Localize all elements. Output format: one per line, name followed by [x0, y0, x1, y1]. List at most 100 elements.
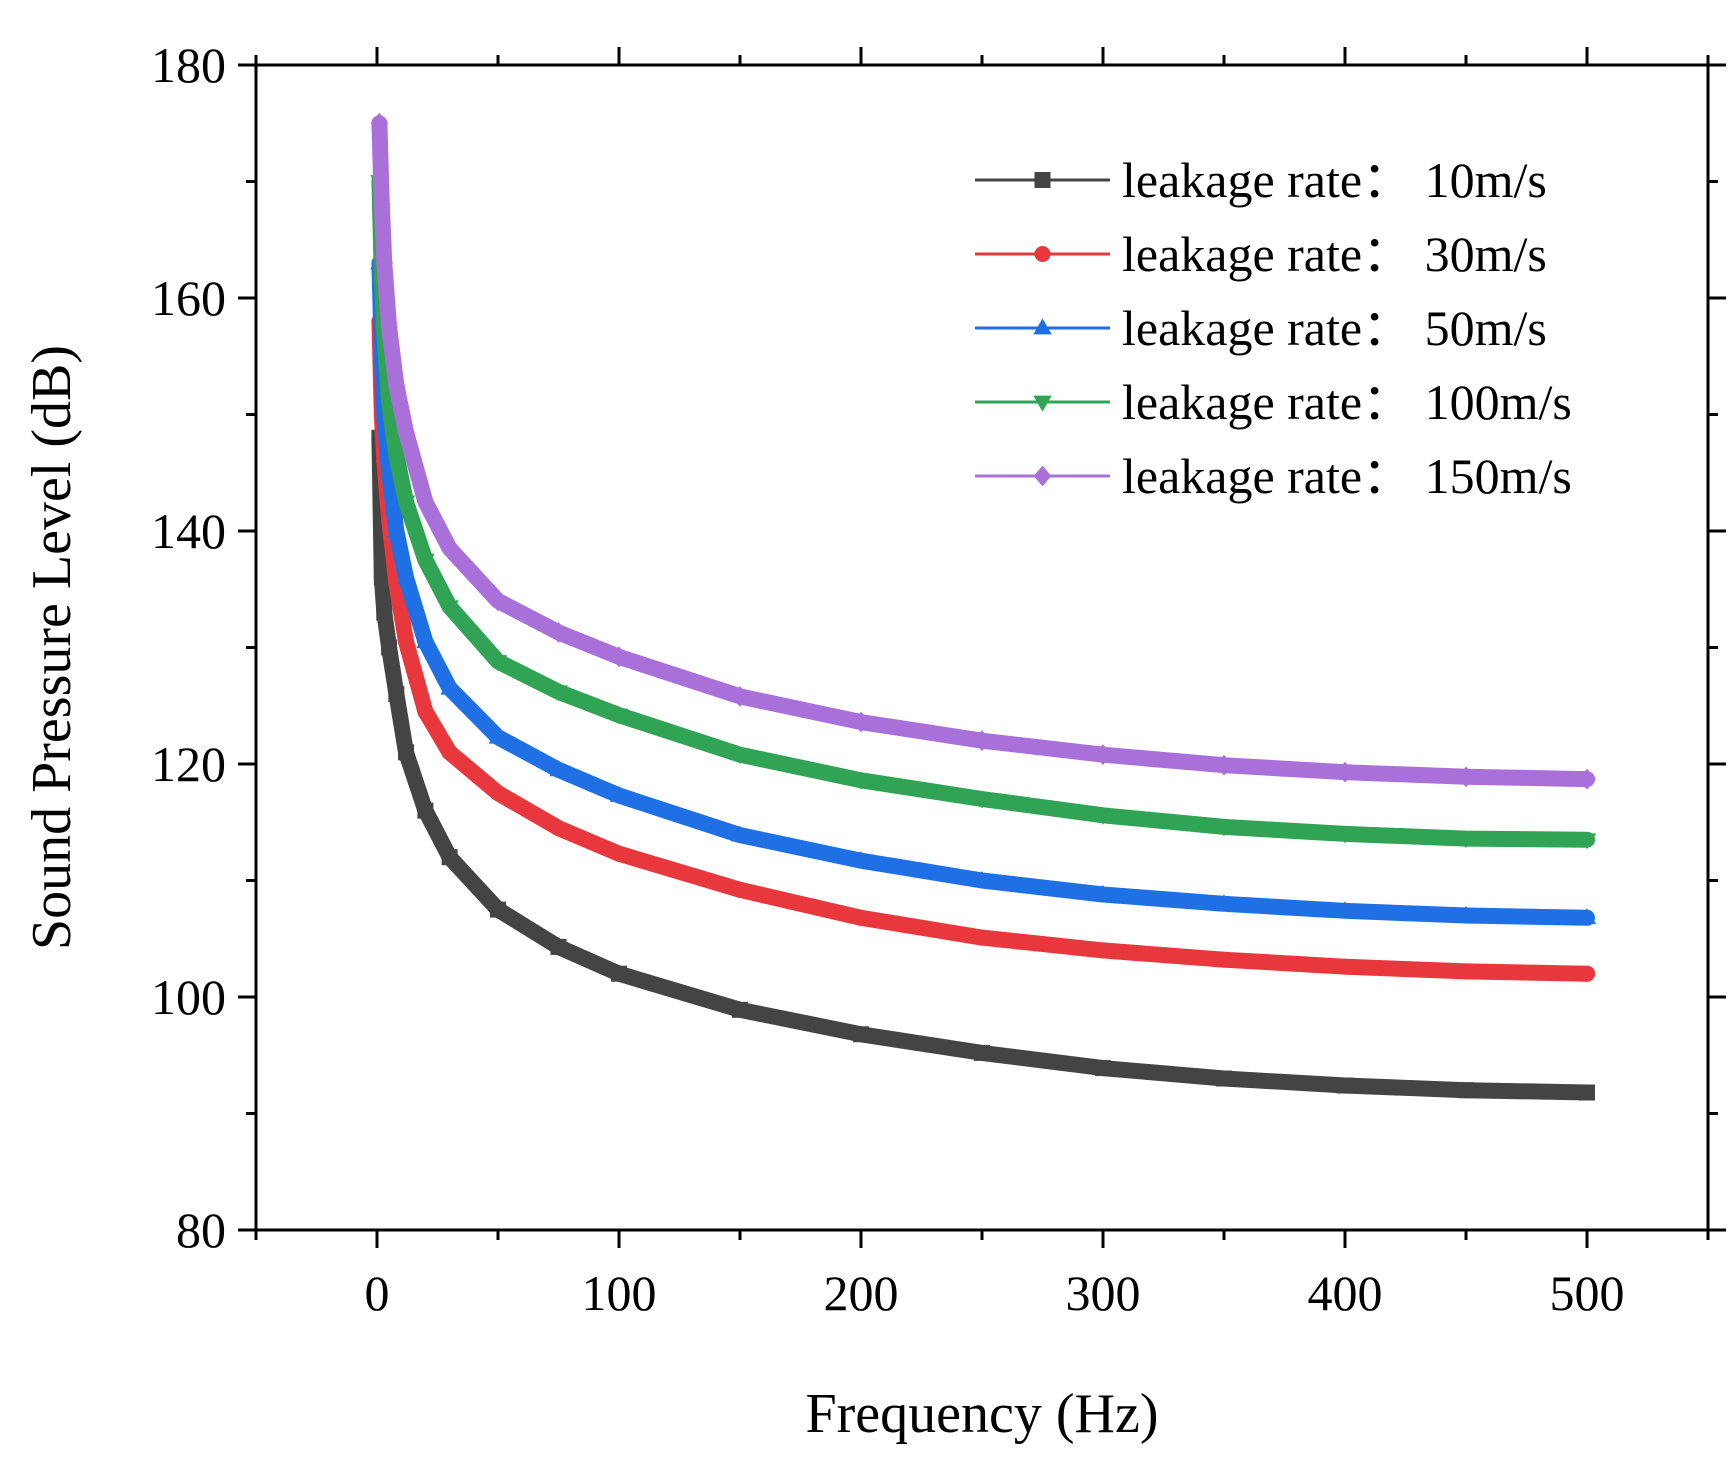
data-point — [417, 802, 434, 819]
data-point — [1214, 820, 1234, 837]
data-point — [490, 901, 506, 918]
data-point — [441, 849, 458, 866]
data-point — [972, 792, 992, 809]
data-point — [388, 686, 405, 703]
data-point — [851, 851, 871, 868]
data-point — [416, 632, 435, 649]
data-point — [1579, 965, 1595, 982]
data-point — [973, 730, 991, 752]
data-point — [387, 521, 406, 538]
data-point — [550, 938, 567, 955]
legend-label: leakage rate： 50m/s — [1122, 300, 1547, 356]
x-tick-label: 300 — [1066, 1265, 1141, 1321]
data-point — [489, 590, 507, 612]
data-point — [416, 553, 435, 570]
data-point — [398, 633, 415, 650]
data-point — [1216, 951, 1232, 968]
data-point — [1215, 754, 1233, 776]
legend-item: leakage rate： 150m/s — [975, 448, 1572, 504]
data-point — [1335, 901, 1355, 918]
legend-marker — [1034, 246, 1051, 262]
data-point — [373, 194, 391, 216]
x-tick-label: 500 — [1550, 1265, 1625, 1321]
data-point — [731, 686, 749, 707]
legend-label: leakage rate： 10m/s — [1122, 152, 1547, 208]
series-layer — [370, 112, 1597, 1101]
data-point — [549, 621, 568, 643]
y-tick-label: 180 — [151, 37, 226, 93]
data-point — [488, 655, 508, 672]
data-point — [611, 965, 627, 982]
data-point — [1093, 808, 1113, 825]
legend-marker — [1033, 395, 1052, 412]
data-point — [974, 929, 990, 946]
legend-label: leakage rate： 150m/s — [1122, 448, 1572, 504]
data-point — [488, 727, 508, 744]
legend-marker — [1033, 318, 1052, 335]
data-point — [1335, 827, 1355, 844]
data-point — [1095, 1060, 1111, 1077]
data-point — [490, 785, 506, 802]
data-point — [398, 744, 415, 761]
data-point — [1578, 768, 1596, 790]
data-point — [1457, 766, 1475, 788]
legend-label: leakage rate： 30m/s — [1122, 226, 1547, 282]
legend-item: leakage rate： 100m/s — [975, 374, 1572, 430]
y-tick-label: 80 — [176, 1202, 226, 1258]
data-point — [549, 685, 568, 702]
x-axis-title: Frequency (Hz) — [806, 1383, 1159, 1445]
y-axis-title: Sound Pressure Level (dB) — [21, 345, 83, 950]
data-point — [1456, 832, 1476, 849]
data-point — [610, 646, 628, 668]
y-tick-label: 100 — [151, 969, 226, 1025]
data-point — [972, 870, 992, 887]
data-point — [1577, 833, 1597, 850]
data-point — [1095, 942, 1111, 959]
data-point — [1216, 1070, 1232, 1087]
data-point — [440, 538, 459, 559]
data-point — [549, 760, 568, 777]
data-point — [441, 744, 458, 761]
data-point — [550, 820, 567, 837]
data-point — [1093, 884, 1113, 901]
x-tick-label: 0 — [365, 1265, 390, 1321]
data-point — [1456, 905, 1476, 922]
data-point — [609, 708, 629, 725]
data-point — [730, 825, 750, 842]
y-tick-label: 140 — [151, 503, 226, 559]
data-point — [974, 1044, 990, 1061]
data-point — [387, 374, 406, 396]
legend-item: leakage rate： 50m/s — [975, 300, 1547, 356]
series-line — [371, 255, 1595, 926]
data-point — [370, 112, 389, 134]
data-point — [609, 785, 629, 802]
data-point — [730, 748, 750, 765]
data-point — [396, 495, 416, 512]
series-4 — [370, 112, 1596, 790]
data-point — [375, 252, 394, 274]
data-point — [853, 1026, 869, 1043]
y-tick-label: 160 — [151, 270, 226, 326]
axes: 0 100 200 300 400 500 80 100 120 140 160 180 — [151, 37, 1726, 1321]
data-point — [732, 1001, 748, 1018]
data-point — [1214, 894, 1234, 911]
data-point — [732, 881, 748, 898]
data-point — [1458, 1082, 1474, 1099]
data-point — [440, 600, 459, 617]
data-point — [416, 491, 435, 513]
y-tick-label: 120 — [151, 736, 226, 792]
legend-item: leakage rate： 10m/s — [975, 152, 1547, 208]
x-tick-label: 400 — [1308, 1265, 1383, 1321]
data-point — [1577, 908, 1597, 925]
data-point — [1337, 958, 1353, 975]
legend-marker — [1033, 465, 1052, 487]
data-point — [851, 773, 871, 790]
data-point — [1094, 744, 1112, 766]
data-point — [373, 569, 390, 586]
data-point — [396, 568, 416, 584]
legend-label: leakage rate： 100m/s — [1122, 374, 1572, 430]
legend-item: leakage rate： 30m/s — [975, 226, 1547, 282]
data-point — [380, 316, 398, 338]
data-point — [397, 421, 415, 443]
